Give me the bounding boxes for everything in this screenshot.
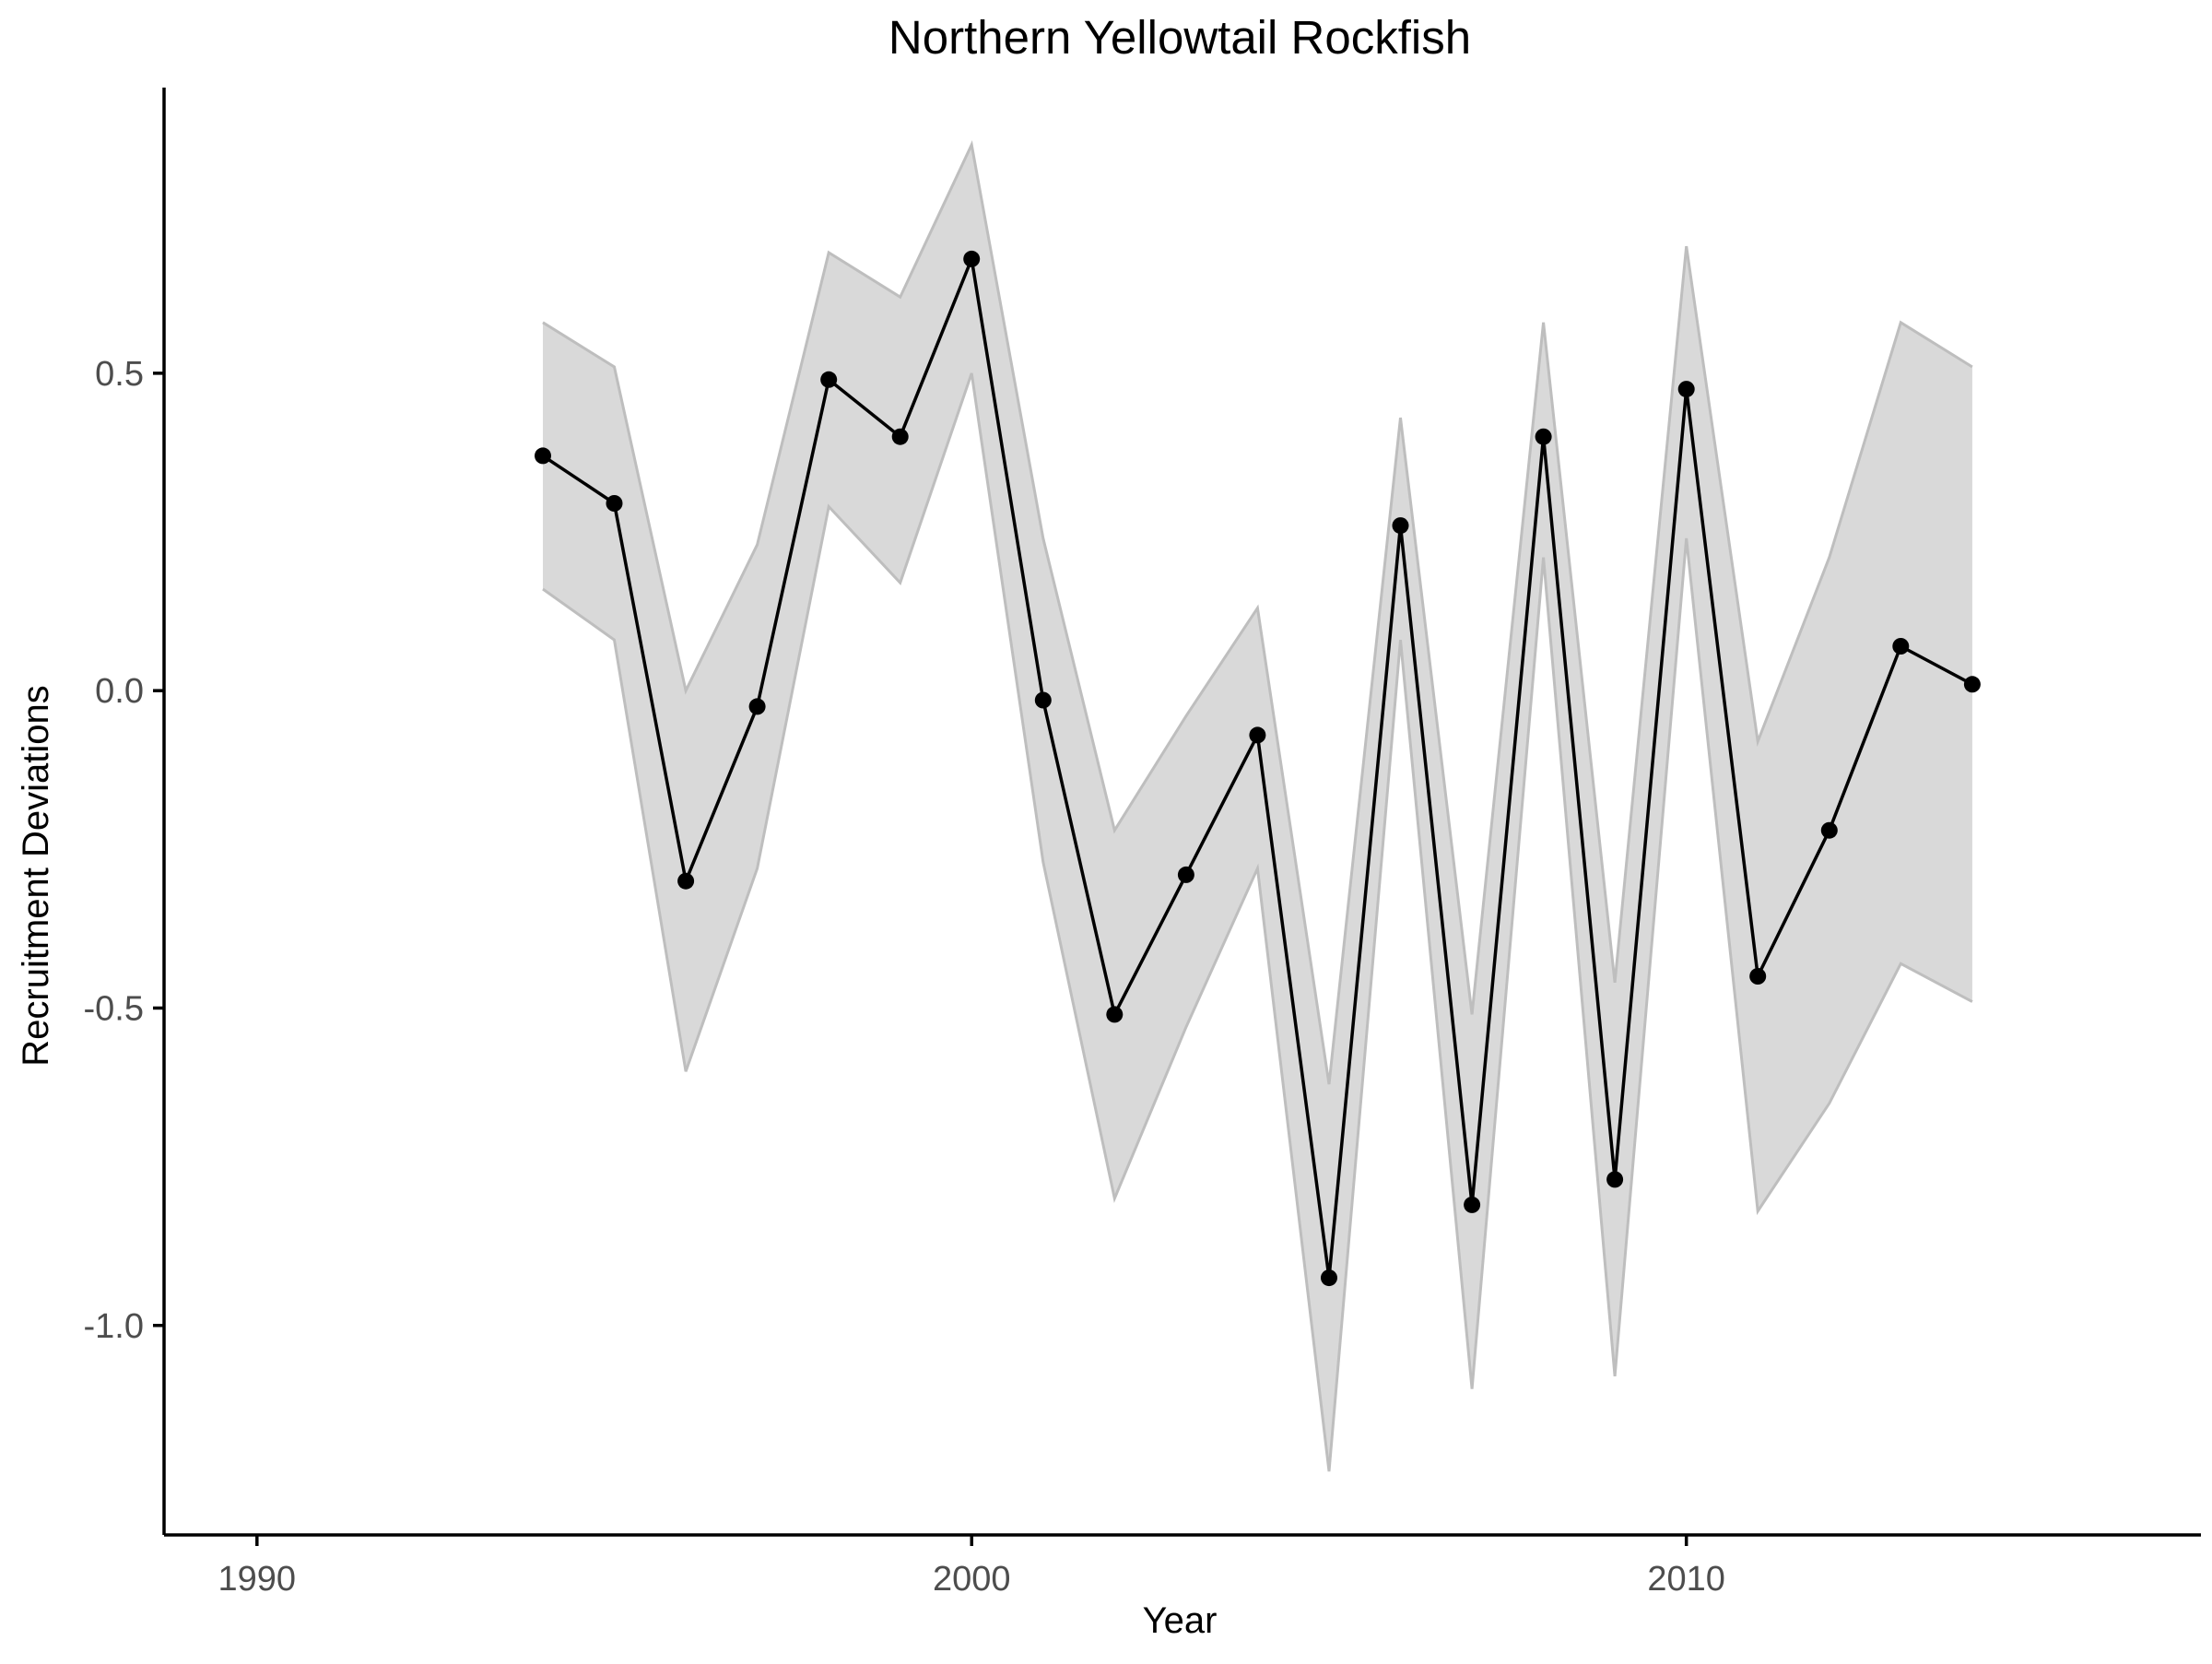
chart-title: Northern Yellowtail Rockfish	[888, 11, 1471, 64]
data-point	[1249, 726, 1266, 744]
data-point	[1606, 1171, 1624, 1188]
data-point	[1892, 638, 1910, 655]
data-point	[820, 371, 838, 388]
x-tick-label: 2010	[1647, 1560, 1725, 1599]
series-layer	[535, 250, 1981, 1287]
data-point	[1749, 968, 1767, 985]
data-point	[1677, 381, 1695, 398]
data-point	[1321, 1269, 1337, 1287]
data-point	[1106, 1006, 1124, 1023]
x-axis-label: Year	[1143, 1600, 1218, 1641]
data-point	[535, 447, 551, 465]
data-point	[1963, 676, 1981, 693]
confidence-band-upper	[542, 140, 1973, 1085]
data-point	[606, 495, 623, 512]
x-tick-label: 2000	[933, 1560, 1011, 1599]
y-tick-label: -1.0	[84, 1307, 144, 1346]
axis-layer: 1990 2000 2010 0.5 0.0 -0.5 -1.0	[84, 88, 2201, 1599]
confidence-band-lower	[542, 372, 1973, 1472]
data-point	[1464, 1196, 1481, 1213]
y-axis-label: Recruitment Deviations	[16, 685, 56, 1067]
y-tick-label: -0.5	[84, 989, 144, 1028]
y-tick-label: 0.0	[95, 672, 144, 711]
data-point	[891, 428, 909, 445]
confidence-band	[543, 145, 1972, 1472]
data-point	[963, 250, 981, 267]
data-point	[1820, 821, 1838, 839]
data-point	[1177, 866, 1194, 883]
y-tick-label: 0.5	[95, 355, 144, 394]
data-point	[1392, 517, 1409, 535]
x-tick-label: 1990	[218, 1560, 297, 1599]
data-point	[677, 872, 695, 890]
data-point	[1535, 428, 1552, 445]
data-point	[1034, 691, 1052, 709]
confidence-band-layer	[542, 140, 1973, 1472]
data-point	[748, 698, 766, 715]
